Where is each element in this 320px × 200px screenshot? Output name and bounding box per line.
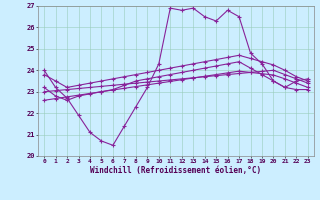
X-axis label: Windchill (Refroidissement éolien,°C): Windchill (Refroidissement éolien,°C): [91, 166, 261, 175]
